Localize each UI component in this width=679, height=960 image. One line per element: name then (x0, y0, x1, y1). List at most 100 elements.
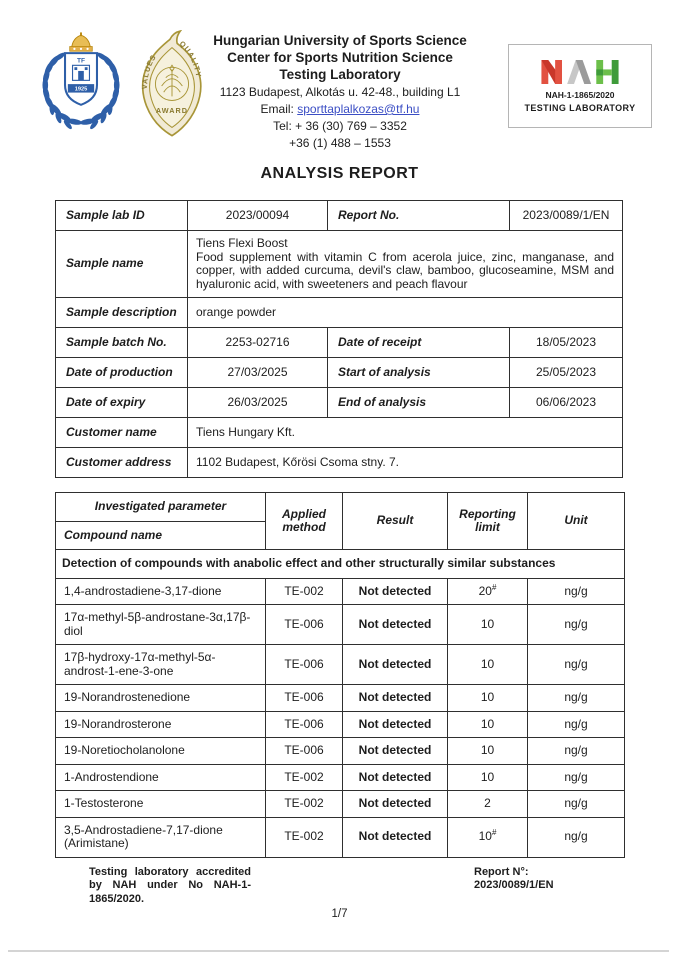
investigated-parameter-header: Investigated parameter (56, 494, 265, 522)
start-of-analysis-value: 25/05/2023 (509, 357, 623, 388)
results-table-body: 1,4-androstadiene-3,17-dione TE-002 Not de… (55, 577, 625, 858)
letterhead: Hungarian University of Sports Science C… (170, 32, 510, 151)
org-email-line: Email: sporttaplalkozas@tf.hu (170, 101, 510, 117)
accreditation-note: Testing laboratory accredited by NAH und… (89, 865, 251, 905)
customer-name-label: Customer name (55, 417, 188, 448)
reporting-limit: 2 (447, 790, 528, 818)
result-value: Not detected (342, 816, 448, 858)
date-of-receipt-value: 18/05/2023 (509, 327, 623, 358)
sample-name-product: Tiens Flexi Boost (196, 236, 288, 250)
nah-accreditation-number: NAH-1-1865/2020 (545, 89, 615, 100)
parameter-header-cell: Investigated parameter Compound name (55, 492, 266, 550)
result-row: 1,4-androstadiene-3,17-dione TE-002 Not de… (55, 577, 625, 605)
end-of-analysis-value: 06/06/2023 (509, 387, 623, 418)
email-link[interactable]: sporttaplalkozas@tf.hu (297, 102, 420, 116)
compound-name: 3,5-Androstadiene-7,17-dione (Arimistane… (55, 816, 266, 858)
sample-lab-id-value: 2023/00094 (187, 200, 328, 231)
result-value: Not detected (342, 684, 448, 712)
report-number-label: Report N°: (474, 865, 529, 878)
org-phone2: +36 (1) 488 – 1553 (289, 136, 391, 150)
sample-name-value: Tiens Flexi Boost Food supplement with v… (187, 230, 623, 298)
result-row: 1-Testosterone TE-002 Not detected 2 ng/g (55, 790, 625, 818)
result-row: 19-Noretiocholanolone TE-006 Not detected 1… (55, 737, 625, 765)
customer-name-value: Tiens Hungary Kft. (187, 417, 623, 448)
section-header-row: Detection of compounds with anabolic eff… (55, 549, 625, 579)
table-row-sample-description: Sample description orange powder (55, 297, 623, 328)
result-row: 17β-hydroxy-17α-methyl-5α-androst-1-ene-… (55, 644, 625, 685)
compound-name: 1,4-androstadiene-3,17-dione (55, 577, 266, 605)
applied-method: TE-006 (265, 737, 343, 765)
applied-method: TE-006 (265, 644, 343, 685)
report-body: Sample lab ID 2023/00094 Report No. 2023… (55, 200, 625, 920)
applied-method-header: Applied method (265, 492, 343, 550)
org-name-line3: Testing Laboratory (279, 67, 401, 82)
result-value: Not detected (342, 737, 448, 765)
unit-value: ng/g (527, 644, 625, 685)
result-value: Not detected (342, 763, 448, 791)
email-label: Email: (260, 102, 298, 116)
compound-name: 19-Norandrostenedione (55, 684, 266, 712)
applied-method: TE-006 (265, 604, 343, 645)
section-title: Detection of compounds with anabolic eff… (55, 549, 625, 579)
footer-report-number: Report N°: 2023/0089/1/EN (474, 866, 592, 907)
table-row-customer-name: Customer name Tiens Hungary Kft. (55, 417, 623, 448)
sample-name-description: Food supplement with vitamin C from acer… (196, 249, 614, 291)
report-number-value: 2023/0089/1/EN (474, 879, 554, 891)
unit-value: ng/g (527, 604, 625, 645)
nah-testing-laboratory-label: TESTING LABORATORY (524, 102, 636, 113)
table-row-customer-address: Customer address 1102 Budapest, Kőrösi C… (55, 447, 623, 478)
nah-accreditation-badge: NAH-1-1865/2020 TESTING LABORATORY (508, 44, 652, 128)
results-table: Investigated parameter Compound name App… (55, 492, 625, 858)
result-row: 19-Norandrostenedione TE-006 Not detected 1… (55, 684, 625, 712)
award-text-award: AWARD (156, 106, 188, 115)
unit-value: ng/g (527, 790, 625, 818)
org-name-line2: Center for Sports Nutrition Science (227, 50, 453, 65)
result-value: Not detected (342, 604, 448, 645)
org-name-line1: Hungarian University of Sports Science (213, 33, 467, 48)
applied-method: TE-002 (265, 816, 343, 858)
crown-icon (69, 32, 93, 52)
result-row: 1-Androstendione TE-002 Not detected 10 ng/g (55, 763, 625, 791)
result-row: 3,5-Androstadiene-7,17-dione (Arimistane… (55, 816, 625, 858)
quality-award-badge: VALUES QUALITY AWARD (140, 30, 202, 137)
applied-method: TE-006 (265, 710, 343, 738)
org-phone1: Tel: + 36 (30) 769 – 3352 (273, 119, 407, 133)
report-no-value: 2023/0089/1/EN (509, 200, 623, 231)
date-of-production-value: 27/03/2025 (187, 357, 328, 388)
date-of-expiry-value: 26/03/2025 (187, 387, 328, 418)
compound-name: 1-Androstendione (55, 763, 266, 791)
crest-initials: TF (77, 58, 85, 65)
table-row-sample-name: Sample name Tiens Flexi Boost Food suppl… (55, 230, 623, 298)
results-header-row: Investigated parameter Compound name App… (55, 492, 625, 550)
compound-name-header: Compound name (64, 527, 162, 542)
report-no-label: Report No. (327, 200, 510, 231)
sample-info-table: Sample lab ID 2023/00094 Report No. 2023… (55, 200, 623, 478)
applied-method: TE-002 (265, 577, 343, 605)
unit-value: ng/g (527, 710, 625, 738)
org-address: 1123 Budapest, Alkotás u. 42-48., buildi… (219, 85, 461, 99)
start-of-analysis-label: Start of analysis (327, 357, 510, 388)
reporting-limit: 10 (447, 763, 528, 791)
compound-name: 17β-hydroxy-17α-methyl-5α-androst-1-ene-… (55, 644, 266, 685)
document-title: ANALYSIS REPORT (260, 165, 419, 182)
date-of-production-label: Date of production (55, 357, 188, 388)
nah-logo-icon (541, 59, 619, 84)
reporting-limit: 20# (447, 577, 528, 605)
compound-name: 1-Testosterone (55, 790, 266, 818)
reporting-limit: 10 (447, 710, 528, 738)
applied-method: TE-002 (265, 790, 343, 818)
result-value: Not detected (342, 710, 448, 738)
reporting-limit: 10# (447, 816, 528, 858)
sample-batch-value: 2253-02716 (187, 327, 328, 358)
result-header: Result (342, 492, 448, 550)
university-crest-logo: TF 1925 (42, 32, 121, 131)
result-value: Not detected (342, 644, 448, 685)
reporting-limit-header: Reporting limit (447, 492, 528, 550)
page-number: 1/7 (331, 908, 348, 920)
end-of-analysis-label: End of analysis (327, 387, 510, 418)
table-row-batch: Sample batch No. 2253-02716 Date of rece… (55, 327, 623, 358)
result-value: Not detected (342, 790, 448, 818)
unit-header: Unit (527, 492, 625, 550)
award-ornament (154, 64, 190, 101)
reporting-limit: 10 (447, 604, 528, 645)
